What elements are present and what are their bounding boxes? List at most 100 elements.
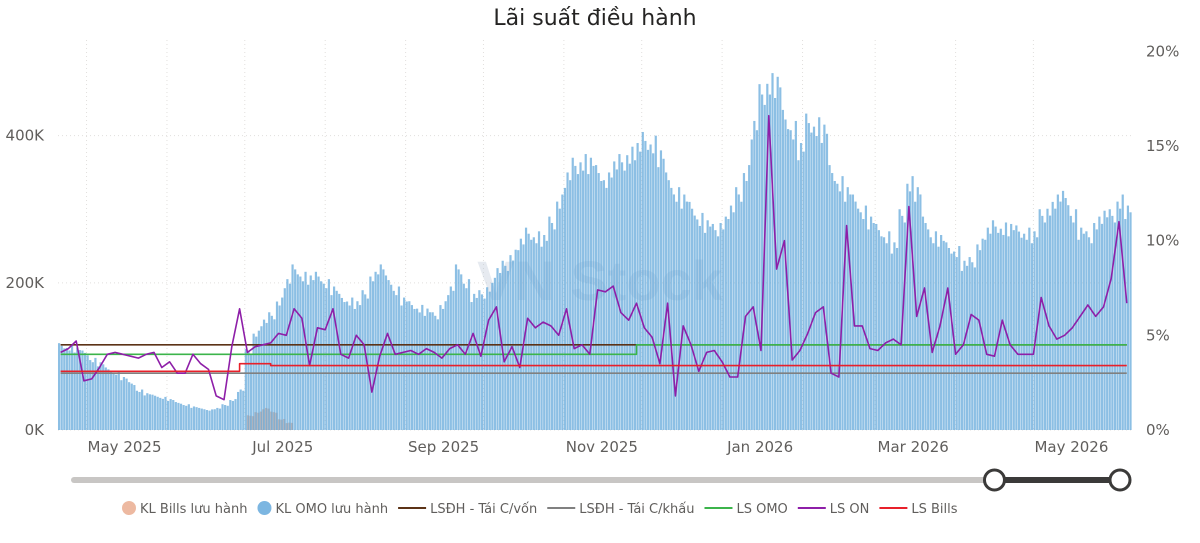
bar-1	[231, 400, 235, 430]
bar-1	[639, 151, 642, 430]
bar-1	[148, 394, 152, 430]
bar-1	[711, 223, 714, 430]
bar-1	[672, 194, 676, 430]
bar-1	[1048, 215, 1052, 430]
bar-1	[449, 286, 452, 430]
bar-1	[332, 286, 336, 430]
bar-1	[465, 288, 468, 430]
bar-1	[426, 308, 429, 430]
bar-1	[273, 319, 276, 430]
slider-start-handle[interactable]	[982, 468, 1006, 492]
bar-1	[447, 295, 450, 430]
bar-1	[755, 130, 759, 430]
bar-1	[903, 222, 906, 430]
bar-1	[626, 155, 629, 430]
bar-1	[763, 104, 766, 430]
bar-1	[60, 345, 63, 430]
slider-end-handle[interactable]	[1108, 468, 1132, 492]
legend-item[interactable]: KL OMO lưu hành	[257, 501, 388, 517]
bar-1	[849, 194, 852, 430]
bar-1	[499, 272, 502, 430]
bar-1	[646, 149, 650, 431]
bar-1	[112, 372, 115, 430]
bar-1	[522, 244, 525, 430]
legend-item[interactable]: LSĐH - Tái C/vốn	[398, 502, 537, 517]
legend-item[interactable]: LS ON	[797, 502, 870, 517]
bar-1	[454, 264, 458, 430]
range-slider[interactable]	[71, 468, 1132, 492]
bar-1	[81, 350, 84, 430]
bar-1	[649, 144, 652, 430]
bar-1	[1059, 201, 1062, 430]
bar-1	[592, 165, 595, 430]
bar-1	[532, 237, 535, 430]
bar-1	[317, 276, 320, 430]
bar-1	[693, 215, 696, 430]
bar-1	[690, 208, 694, 430]
bar-1	[483, 298, 486, 430]
bar-1	[1087, 237, 1091, 430]
bar-1	[1004, 222, 1008, 430]
bar-1	[771, 73, 774, 430]
bar-1	[234, 399, 237, 430]
bar-1	[989, 233, 992, 430]
bar-1	[618, 154, 621, 430]
bar-1	[141, 389, 144, 430]
bar-1	[540, 246, 543, 430]
bar-1	[965, 265, 969, 430]
bar-1	[761, 94, 764, 430]
bar-1	[153, 395, 157, 430]
bar-1	[120, 380, 123, 430]
bar-1	[384, 275, 388, 430]
bar-1	[164, 396, 167, 430]
bar-1	[1098, 216, 1101, 430]
bar-1	[919, 194, 922, 430]
bar-1	[1030, 243, 1034, 430]
legend-item[interactable]: LS Bills	[879, 502, 958, 517]
legend[interactable]: KL Bills lưu hành KL OMO lưu hành LSĐH - T…	[122, 501, 958, 517]
bar-1	[78, 350, 81, 430]
bar-1	[768, 94, 772, 430]
bar-1	[478, 290, 481, 430]
bar-1	[1056, 194, 1059, 430]
bar-1	[1100, 223, 1104, 430]
bar-1	[221, 404, 224, 430]
bar-1	[753, 120, 756, 431]
bar-1	[1007, 236, 1010, 430]
bar-1	[107, 369, 110, 430]
x-axis-ticks: May 2025 Jul 2025 Sep 2025 Nov 2025 Jan 2026…	[88, 438, 1109, 456]
bar-1	[799, 143, 803, 431]
bar-1	[325, 288, 328, 430]
bar-1	[1015, 225, 1018, 430]
bar-1	[610, 177, 613, 430]
bar-1	[397, 286, 401, 430]
bar-1	[83, 352, 87, 430]
bar-1	[1129, 212, 1132, 430]
bar-1	[382, 269, 385, 430]
bar-1	[657, 167, 660, 430]
bar-1	[947, 247, 951, 430]
right-tick-label: 0%	[1146, 421, 1170, 439]
legend-item[interactable]: KL Bills lưu hành	[122, 501, 247, 517]
x-tick-label: Mar 2026	[878, 438, 949, 456]
bar-1	[57, 343, 61, 430]
bar-1	[815, 136, 818, 430]
bar-1	[569, 180, 572, 430]
bar-1	[971, 262, 974, 430]
bar-1	[797, 160, 800, 430]
bar-1	[535, 243, 538, 430]
bar-1	[633, 160, 637, 430]
bar-1	[574, 165, 577, 430]
legend-item[interactable]: LSĐH - Tái C/khấu	[547, 502, 694, 517]
bar-1	[784, 119, 787, 431]
bar-1	[623, 170, 626, 430]
bar-1	[1090, 243, 1093, 430]
bar-1	[195, 407, 198, 430]
legend-label: KL OMO lưu hành	[275, 502, 388, 517]
legend-item[interactable]: LS OMO	[704, 502, 788, 517]
bar-1	[792, 139, 795, 430]
bar-1	[537, 231, 541, 430]
bar-1	[338, 293, 341, 430]
bar-1	[558, 208, 561, 430]
bar-1	[169, 399, 172, 430]
